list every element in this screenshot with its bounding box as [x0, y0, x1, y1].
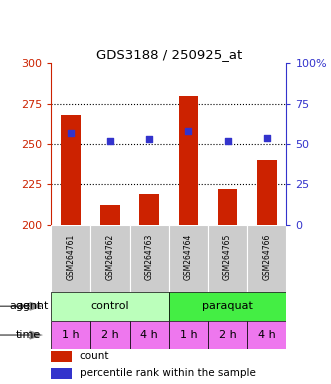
Point: [264, 134, 269, 141]
Text: agent: agent: [17, 301, 49, 311]
Title: GDS3188 / 250925_at: GDS3188 / 250925_at: [96, 48, 242, 61]
Point: [147, 136, 152, 142]
Point: [107, 138, 113, 144]
Text: percentile rank within the sample: percentile rank within the sample: [79, 368, 256, 378]
Text: count: count: [79, 351, 109, 361]
Text: GSM264766: GSM264766: [262, 234, 271, 280]
Polygon shape: [30, 302, 43, 311]
Bar: [61, 115, 81, 384]
Text: 2 h: 2 h: [101, 330, 119, 340]
Bar: [247, 321, 286, 349]
Bar: [130, 225, 169, 292]
Point: [186, 128, 191, 134]
Text: 2 h: 2 h: [219, 330, 236, 340]
Text: time: time: [16, 330, 41, 340]
Bar: [130, 321, 169, 349]
Bar: [51, 368, 72, 379]
Text: 1 h: 1 h: [62, 330, 80, 340]
Text: 4 h: 4 h: [140, 330, 158, 340]
Text: GSM264764: GSM264764: [184, 234, 193, 280]
Text: GSM264763: GSM264763: [145, 234, 154, 280]
Text: 4 h: 4 h: [258, 330, 276, 340]
Bar: [51, 321, 90, 349]
Text: GSM264762: GSM264762: [106, 234, 115, 280]
Bar: [208, 321, 247, 349]
Text: control: control: [91, 301, 129, 311]
Bar: [169, 225, 208, 292]
Bar: [51, 292, 169, 321]
Bar: [90, 321, 130, 349]
Text: paraquat: paraquat: [202, 301, 253, 311]
Text: GSM264761: GSM264761: [67, 234, 75, 280]
Point: [68, 130, 73, 136]
Bar: [257, 160, 276, 384]
Bar: [51, 351, 72, 362]
Bar: [218, 189, 237, 384]
Bar: [169, 321, 208, 349]
Bar: [100, 205, 120, 384]
Bar: [208, 225, 247, 292]
Bar: [179, 96, 198, 384]
Bar: [90, 225, 130, 292]
Bar: [169, 292, 286, 321]
Text: agent: agent: [9, 301, 41, 311]
Point: [225, 138, 230, 144]
Text: 1 h: 1 h: [180, 330, 197, 340]
Bar: [139, 194, 159, 384]
Bar: [247, 225, 286, 292]
Polygon shape: [30, 330, 43, 339]
Text: GSM264765: GSM264765: [223, 234, 232, 280]
Bar: [51, 225, 90, 292]
